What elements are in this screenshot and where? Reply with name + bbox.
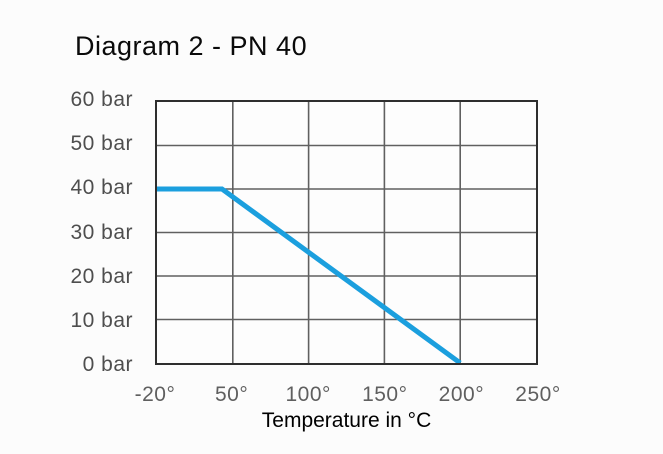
x-tick-label: 50°	[214, 383, 249, 406]
x-tick-label: -20°	[134, 383, 176, 406]
chart-title: Diagram 2 - PN 40	[75, 31, 308, 61]
y-axis-tick-labels: 60 bar 50 bar 40 bar 30 bar 20 bar 10 bar 0 ba…	[30, 88, 133, 376]
pressure-temperature-line-chart	[157, 102, 536, 363]
y-tick-label: 30 bar	[70, 220, 133, 244]
y-tick-label: 0 bar	[82, 353, 133, 376]
y-tick-label: 50 bar	[70, 132, 133, 156]
x-tick-label: 200°	[438, 383, 485, 406]
x-tick-label: 150°	[362, 383, 408, 406]
y-tick-label: 60 bar	[70, 88, 133, 111]
y-tick-label: 20 bar	[70, 264, 133, 288]
y-tick-label: 10 bar	[70, 308, 133, 332]
x-axis-tick-labels: -20° 50° 100° 150° 200° 250°	[135, 383, 561, 409]
pressure-limit-line	[157, 186, 462, 363]
plot-area	[155, 100, 538, 365]
x-tick-label: 250°	[515, 383, 561, 406]
y-tick-label: 40 bar	[70, 176, 133, 200]
x-axis-title: Temperature in °C	[261, 409, 432, 432]
x-tick-label: 100°	[285, 383, 331, 406]
